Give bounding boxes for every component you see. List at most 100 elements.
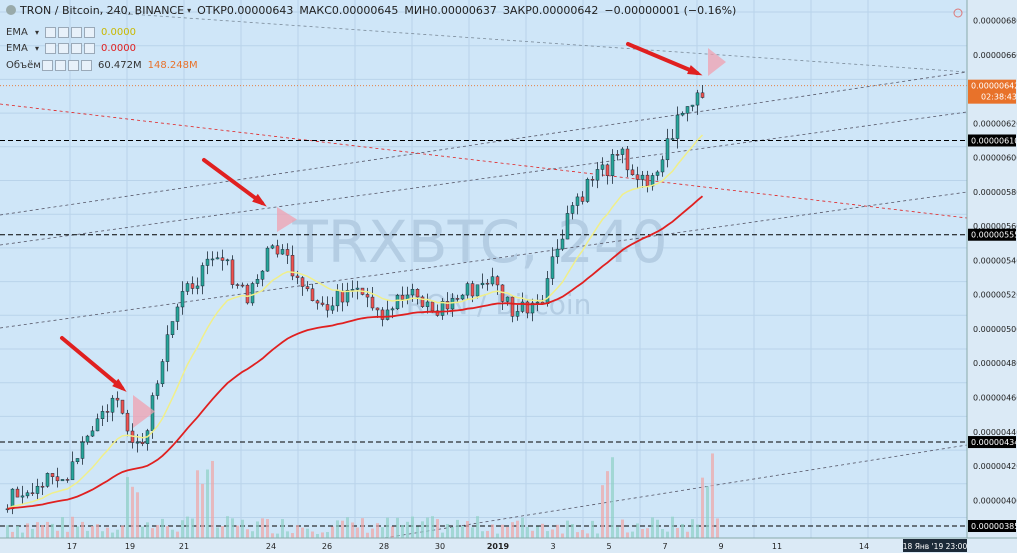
candle[interactable] xyxy=(265,247,270,272)
candle[interactable] xyxy=(545,278,550,304)
candle[interactable] xyxy=(675,114,680,139)
candle[interactable] xyxy=(220,257,225,261)
candle[interactable] xyxy=(410,289,415,296)
candle[interactable] xyxy=(335,290,340,307)
close-icon[interactable] xyxy=(71,26,83,38)
candle[interactable] xyxy=(260,270,265,280)
candle[interactable] xyxy=(180,291,185,308)
candle[interactable] xyxy=(215,257,220,260)
candle[interactable] xyxy=(60,479,65,482)
candle[interactable] xyxy=(615,154,620,156)
clock-icon[interactable] xyxy=(953,8,963,18)
candle[interactable] xyxy=(380,309,385,320)
candle[interactable] xyxy=(320,302,325,305)
candle[interactable] xyxy=(475,284,480,297)
chevron-down-icon[interactable]: ▾ xyxy=(187,5,192,15)
eye-icon[interactable] xyxy=(42,59,53,71)
candle[interactable] xyxy=(365,294,370,298)
candle[interactable] xyxy=(165,334,170,362)
candle[interactable] xyxy=(505,296,510,302)
candle[interactable] xyxy=(450,298,455,310)
candle[interactable] xyxy=(210,258,215,261)
candle[interactable] xyxy=(685,106,690,114)
indicator-volume[interactable]: Объём 60.472M 148.248M xyxy=(6,57,198,73)
candle[interactable] xyxy=(25,492,30,497)
candle[interactable] xyxy=(300,277,305,287)
level-price-tag[interactable] xyxy=(968,134,1016,147)
candle[interactable] xyxy=(85,435,90,443)
candle[interactable] xyxy=(305,286,310,290)
candle[interactable] xyxy=(665,138,670,161)
candle[interactable] xyxy=(465,283,470,296)
candle[interactable] xyxy=(415,289,420,298)
candle[interactable] xyxy=(565,213,570,240)
candle[interactable] xyxy=(460,294,465,300)
candle[interactable] xyxy=(105,411,110,413)
symbol-title[interactable]: TRON / Bitcoin, 240, BINANCE xyxy=(20,3,185,17)
candle[interactable] xyxy=(700,92,705,98)
candle[interactable] xyxy=(535,301,540,304)
indicator-ema-slow[interactable]: EMA ▾ 0.0000 xyxy=(6,40,136,56)
indicator-ema-fast[interactable]: EMA ▾ 0.0000 xyxy=(6,24,136,40)
candle[interactable] xyxy=(50,473,55,477)
candle[interactable] xyxy=(550,256,555,279)
candle[interactable] xyxy=(600,164,605,170)
more-icon[interactable] xyxy=(84,42,96,54)
candle[interactable] xyxy=(120,399,125,414)
candle[interactable] xyxy=(195,285,200,289)
candle[interactable] xyxy=(15,488,20,498)
candle[interactable] xyxy=(690,104,695,107)
time-axis[interactable] xyxy=(0,538,1017,553)
candle[interactable] xyxy=(395,294,400,310)
candle[interactable] xyxy=(520,301,525,312)
candle[interactable] xyxy=(390,308,395,311)
trend-line[interactable] xyxy=(0,111,968,246)
candle[interactable] xyxy=(140,441,145,444)
candle[interactable] xyxy=(625,148,630,171)
annotation-arrow[interactable] xyxy=(626,42,699,75)
candle[interactable] xyxy=(370,296,375,309)
ema-slow-line[interactable] xyxy=(7,195,704,510)
candle[interactable] xyxy=(510,296,515,317)
trend-line[interactable] xyxy=(0,71,968,216)
signal-marker[interactable] xyxy=(708,48,726,76)
candle[interactable] xyxy=(555,248,560,258)
candle[interactable] xyxy=(205,258,210,266)
candle[interactable] xyxy=(585,178,590,202)
candle[interactable] xyxy=(630,169,635,176)
candle[interactable] xyxy=(420,296,425,307)
candle[interactable] xyxy=(345,289,350,303)
candle[interactable] xyxy=(290,255,295,277)
candle[interactable] xyxy=(445,301,450,310)
ema-fast-line[interactable] xyxy=(7,134,704,510)
candle[interactable] xyxy=(310,288,315,301)
candle[interactable] xyxy=(185,283,190,292)
candle[interactable] xyxy=(280,249,285,255)
chevron-down-icon[interactable]: ▾ xyxy=(35,27,40,37)
candle[interactable] xyxy=(425,301,430,307)
candle[interactable] xyxy=(225,259,230,262)
candle[interactable] xyxy=(135,441,140,444)
candle[interactable] xyxy=(45,473,50,487)
candle[interactable] xyxy=(530,302,535,314)
candle[interactable] xyxy=(235,284,240,286)
candle[interactable] xyxy=(110,397,115,413)
trend-line[interactable] xyxy=(0,103,968,219)
candle[interactable] xyxy=(605,164,610,176)
candle[interactable] xyxy=(200,265,205,287)
level-price-tag[interactable] xyxy=(968,520,1016,533)
candle[interactable] xyxy=(525,301,530,314)
candle[interactable] xyxy=(680,112,685,116)
candle[interactable] xyxy=(160,361,165,385)
level-price-tag[interactable] xyxy=(968,436,1016,449)
candle[interactable] xyxy=(170,321,175,335)
close-icon[interactable] xyxy=(68,59,79,71)
candle[interactable] xyxy=(620,148,625,155)
chevron-down-icon[interactable]: ▾ xyxy=(35,43,40,53)
candle[interactable] xyxy=(125,412,130,432)
candle[interactable] xyxy=(490,276,495,285)
candle[interactable] xyxy=(315,300,320,304)
candle[interactable] xyxy=(270,245,275,249)
candle[interactable] xyxy=(35,485,40,494)
